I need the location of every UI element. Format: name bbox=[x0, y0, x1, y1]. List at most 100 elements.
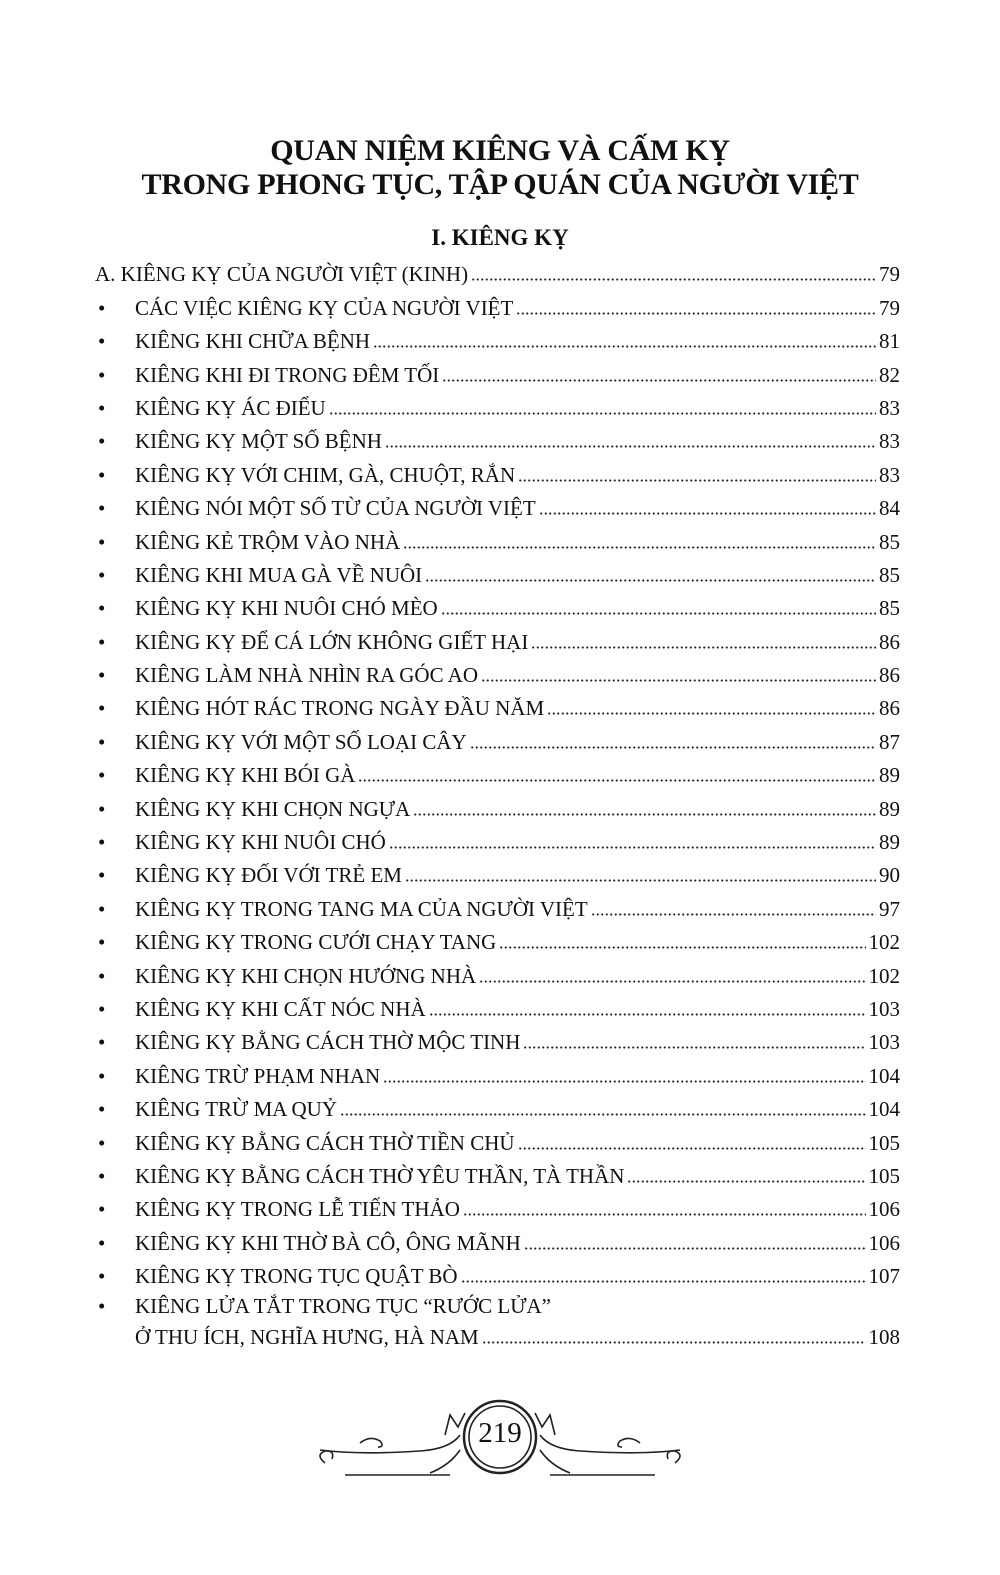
toc-entry: • KIÊNG KỴ BẰNG CÁCH THỜ TIỀN CHỦ 105 bbox=[95, 1124, 900, 1157]
toc-entry-page: 83 bbox=[879, 462, 900, 487]
dot-leader bbox=[388, 846, 876, 850]
bullet-icon: • bbox=[98, 596, 106, 621]
toc-entry: • KIÊNG KỴ TRONG TỤC QUẬT BÒ 107 bbox=[95, 1258, 900, 1291]
bullet-icon: • bbox=[98, 329, 106, 354]
toc-entry-page: 102 bbox=[868, 930, 901, 955]
toc-entry-page: 89 bbox=[879, 830, 900, 855]
toc-entry-text: KIÊNG KỴ ĐỐI VỚI TRẺ EM bbox=[135, 863, 402, 888]
toc-entry-text: KIÊNG KỴ KHI NUÔI CHÓ MÈO bbox=[135, 596, 438, 621]
toc-entry-page: 82 bbox=[879, 362, 900, 387]
toc-entry-page: 86 bbox=[879, 629, 900, 654]
toc-entry-page: 103 bbox=[868, 996, 901, 1021]
bullet-icon: • bbox=[98, 429, 106, 454]
toc-entry: • KIÊNG HÓT RÁC TRONG NGÀY ĐẦU NĂM 86 bbox=[95, 690, 900, 723]
toc-heading-text: A. KIÊNG KỴ CỦA NGƯỜI VIỆT (KINH) bbox=[95, 262, 469, 287]
toc-entry-text: KIÊNG TRỪ MA QUỶ bbox=[135, 1097, 337, 1122]
bullet-icon: • bbox=[98, 663, 106, 688]
toc-entry: • KIÊNG KỴ ĐỐI VỚI TRẺ EM 90 bbox=[95, 857, 900, 890]
toc-entry: • CÁC VIỆC KIÊNG KỴ CỦA NGƯỜI VIỆT 79 bbox=[95, 289, 900, 322]
dot-leader bbox=[462, 1213, 866, 1217]
bullet-icon: • bbox=[98, 763, 106, 788]
toc-entry-text: KIÊNG KỴ KHI CHỌN HƯỚNG NHÀ bbox=[135, 963, 477, 988]
bullet-icon: • bbox=[98, 1230, 106, 1255]
toc-entry-page: 84 bbox=[879, 496, 900, 521]
page-number: 219 bbox=[478, 1417, 522, 1449]
dot-leader bbox=[517, 1146, 866, 1150]
toc-entry-page: 108 bbox=[868, 1325, 901, 1350]
toc-entry: • KIÊNG KẺ TRỘM VÀO NHÀ 85 bbox=[95, 523, 900, 556]
toc-entry-page: 105 bbox=[868, 1163, 901, 1188]
toc-entry: • KIÊNG KỴ MỘT SỐ BỆNH 83 bbox=[95, 423, 900, 456]
bullet-icon: • bbox=[98, 496, 106, 521]
dot-leader bbox=[627, 1179, 866, 1183]
toc-entry-page: 86 bbox=[879, 663, 900, 688]
toc-entry-text: KIÊNG KỴ KHI CẤT NÓC NHÀ bbox=[135, 996, 426, 1021]
toc-entry-text: KIÊNG KỴ KHI NUÔI CHÓ bbox=[135, 830, 386, 855]
toc-entry: • KIÊNG KHI CHỮA BỆNH 81 bbox=[95, 323, 900, 356]
bullet-icon: • bbox=[98, 863, 106, 888]
toc-entry-text: KIÊNG KỴ TRONG LỄ TIẾN THẢO bbox=[135, 1197, 460, 1222]
toc-entry: • KIÊNG KỴ KHI NUÔI CHÓ MÈO 85 bbox=[95, 590, 900, 623]
toc-entry: • KIÊNG KỴ BẰNG CÁCH THỜ MỘC TINH 103 bbox=[95, 1024, 900, 1057]
toc-entry: • KIÊNG KỴ TRONG CƯỚI CHẠY TANG 102 bbox=[95, 924, 900, 957]
toc-entry-page: 104 bbox=[868, 1063, 901, 1088]
toc-entry: • KIÊNG KỴ KHI THỜ BÀ CÔ, ÔNG MÃNH 106 bbox=[95, 1224, 900, 1257]
toc-entry-text: KIÊNG KỴ KHI THỜ BÀ CÔ, ÔNG MÃNH bbox=[135, 1230, 521, 1255]
toc-entry-text: KIÊNG KỴ TRONG CƯỚI CHẠY TANG bbox=[135, 930, 497, 955]
toc-entry: • KIÊNG KỴ TRONG LỄ TIẾN THẢO 106 bbox=[95, 1191, 900, 1224]
toc-entry-page: 106 bbox=[868, 1197, 901, 1222]
toc-entry-text: KIÊNG KỴ BẰNG CÁCH THỜ MỘC TINH bbox=[135, 1030, 521, 1055]
toc-entry-text: KIÊNG KỴ ÁC ĐIỂU bbox=[135, 395, 326, 420]
toc-entry-text: KIÊNG TRỪ PHẠM NHAN bbox=[135, 1063, 381, 1088]
toc-entry-page: 85 bbox=[879, 562, 900, 587]
dot-leader bbox=[523, 1046, 866, 1050]
toc-entry-text-line-1: KIÊNG LỬA TẮT TRONG TỤC “RƯỚC LỬA” bbox=[135, 1294, 551, 1319]
dot-leader bbox=[358, 779, 876, 783]
toc-entry-text: KIÊNG KỴ BẰNG CÁCH THỜ TIỀN CHỦ bbox=[135, 1130, 515, 1155]
toc-entry: • KIÊNG KỴ VỚI CHIM, GÀ, CHUỘT, RẮN 83 bbox=[95, 456, 900, 489]
bullet-icon: • bbox=[98, 1163, 106, 1188]
bullet-icon: • bbox=[98, 729, 106, 754]
section-heading: I. KIÊNG KỴ bbox=[431, 225, 569, 250]
toc-entry-page: 89 bbox=[879, 796, 900, 821]
bullet-icon: • bbox=[98, 1130, 106, 1155]
toc-heading-page: 79 bbox=[879, 262, 900, 287]
dot-leader bbox=[499, 946, 866, 950]
toc-entry: • KIÊNG KỴ TRONG TANG MA CỦA NGƯỜI VIỆT … bbox=[95, 890, 900, 923]
dot-leader bbox=[328, 411, 876, 415]
toc-heading-row: A. KIÊNG KỴ CỦA NGƯỜI VIỆT (KINH) 79 bbox=[95, 256, 900, 289]
dot-leader bbox=[340, 1113, 866, 1117]
dot-leader bbox=[384, 445, 876, 449]
toc-entry-text: CÁC VIỆC KIÊNG KỴ CỦA NGƯỜI VIỆT bbox=[135, 295, 514, 320]
toc-entry-text: KIÊNG HÓT RÁC TRONG NGÀY ĐẦU NĂM bbox=[135, 696, 545, 721]
toc-entry-page: 85 bbox=[879, 529, 900, 554]
bullet-icon: • bbox=[98, 1030, 106, 1055]
toc-entry: • KIÊNG KỴ VỚI MỘT SỐ LOẠI CÂY 87 bbox=[95, 723, 900, 756]
bullet-icon: • bbox=[98, 1294, 106, 1319]
dot-leader bbox=[538, 512, 876, 516]
toc-entry: • KIÊNG KỴ KHI CHỌN HƯỚNG NHÀ 102 bbox=[95, 957, 900, 990]
toc-entry-text: KIÊNG LÀM NHÀ NHÌN RA GÓC AO bbox=[135, 663, 478, 688]
toc-entry: • KIÊNG KỴ KHI CHỌN NGỰA 89 bbox=[95, 790, 900, 823]
bullet-icon: • bbox=[98, 395, 106, 420]
toc-entry-page: 79 bbox=[879, 295, 900, 320]
dot-leader bbox=[425, 578, 876, 582]
page-title-line-1: QUAN NIỆM KIÊNG VÀ CẤM KỴ bbox=[270, 134, 730, 167]
bullet-icon: • bbox=[98, 696, 106, 721]
toc-entry: • KIÊNG KỴ BẰNG CÁCH THỜ YÊU THẦN, TÀ TH… bbox=[95, 1158, 900, 1191]
toc-entry: • KIÊNG KHI ĐI TRONG ĐÊM TỐI 82 bbox=[95, 356, 900, 389]
dot-leader bbox=[469, 745, 876, 749]
toc-entry: • KIÊNG LÀM NHÀ NHÌN RA GÓC AO 86 bbox=[95, 657, 900, 690]
toc-entry-page: 102 bbox=[868, 963, 901, 988]
toc-entry-text: KIÊNG KỴ MỘT SỐ BỆNH bbox=[135, 429, 382, 454]
toc-entry-text: KIÊNG KHI MUA GÀ VỀ NUÔI bbox=[135, 562, 423, 587]
dot-leader bbox=[440, 612, 876, 616]
toc-entry-text: KIÊNG KỴ KHI CHỌN NGỰA bbox=[135, 796, 411, 821]
ornament-scroll-icon bbox=[319, 1399, 681, 1476]
toc-entry-page: 89 bbox=[879, 763, 900, 788]
toc-entry-page: 87 bbox=[879, 729, 900, 754]
toc-entry-text: KIÊNG NÓI MỘT SỐ TỪ CỦA NGƯỜI VIỆT bbox=[135, 496, 536, 521]
toc-entry-text: KIÊNG KỴ TRONG TỤC QUẬT BÒ bbox=[135, 1264, 458, 1289]
bullet-icon: • bbox=[98, 1264, 106, 1289]
bullet-icon: • bbox=[98, 462, 106, 487]
